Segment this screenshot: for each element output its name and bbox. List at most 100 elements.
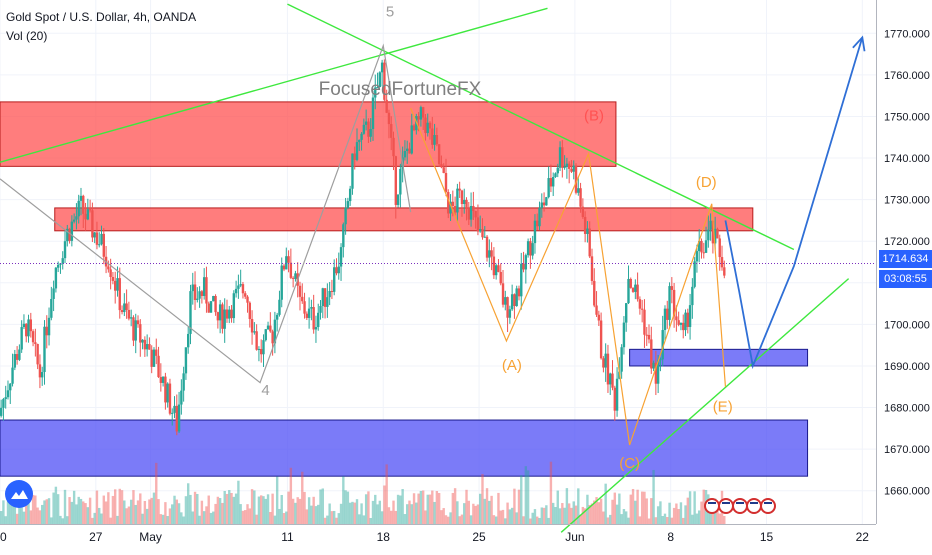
volume-bar bbox=[522, 516, 525, 524]
volume-bar bbox=[63, 489, 67, 524]
candle-body bbox=[200, 291, 204, 296]
candle-body bbox=[609, 373, 612, 385]
volume-bar bbox=[447, 516, 450, 524]
candle-body bbox=[700, 240, 703, 253]
candle-body bbox=[111, 277, 115, 281]
candle-body bbox=[34, 342, 37, 345]
candle-body bbox=[380, 62, 384, 73]
candle-body bbox=[688, 305, 692, 327]
upper-supply-zone bbox=[0, 101, 617, 167]
volume-bar bbox=[248, 508, 251, 524]
candle-body bbox=[118, 278, 121, 311]
volume-bar bbox=[364, 494, 368, 524]
candle-body bbox=[228, 309, 231, 319]
candle-body bbox=[440, 164, 443, 168]
volume-bar bbox=[291, 498, 295, 524]
volume-bar bbox=[237, 480, 240, 524]
candle-body bbox=[682, 322, 685, 331]
candle-body bbox=[711, 220, 715, 244]
volume-bar bbox=[29, 510, 32, 524]
candle-body bbox=[70, 221, 74, 241]
us-flag-event-icon bbox=[718, 498, 734, 514]
volume-bar bbox=[412, 493, 416, 524]
volume-bar bbox=[264, 498, 267, 524]
us-flag-event-icon bbox=[746, 498, 762, 514]
y-tick-label: 1730.000 bbox=[884, 195, 930, 207]
tradingview-logo-icon[interactable] bbox=[5, 480, 33, 508]
volume-bar bbox=[369, 517, 372, 524]
volume-bar bbox=[682, 517, 685, 524]
volume-bar bbox=[688, 491, 692, 524]
candle-body bbox=[406, 148, 409, 151]
volume-bar bbox=[529, 518, 532, 524]
volume-bar bbox=[95, 490, 99, 524]
candle-body bbox=[615, 378, 619, 411]
volume-bar bbox=[581, 506, 585, 524]
candle-body bbox=[654, 362, 658, 384]
candle-body bbox=[456, 188, 459, 213]
candle-body bbox=[485, 236, 489, 258]
candle-body bbox=[371, 97, 375, 130]
candle-body bbox=[399, 168, 402, 195]
volume-bar bbox=[88, 497, 92, 524]
volume-bar bbox=[643, 491, 646, 524]
volume-bar bbox=[344, 490, 347, 524]
candle-body bbox=[262, 340, 265, 355]
candle-body bbox=[419, 107, 423, 120]
volume-bar bbox=[390, 510, 393, 524]
candle-body bbox=[567, 163, 571, 169]
candle-body bbox=[672, 289, 676, 317]
candle-body bbox=[285, 256, 288, 270]
candle-body bbox=[95, 232, 99, 245]
candle-body bbox=[307, 308, 311, 318]
candle-body bbox=[483, 236, 486, 238]
candle-body bbox=[590, 256, 594, 281]
candle-body bbox=[287, 256, 290, 263]
volume-bar bbox=[296, 497, 299, 524]
volume-bar bbox=[602, 511, 605, 524]
candle-body bbox=[595, 305, 598, 315]
candle-body bbox=[656, 359, 660, 384]
volume-bar bbox=[232, 496, 236, 524]
candle-body bbox=[463, 199, 466, 205]
candle-body bbox=[538, 207, 541, 227]
volume-bar bbox=[677, 509, 680, 524]
volume-bar bbox=[467, 500, 470, 524]
y-tick-label: 1680.000 bbox=[884, 403, 930, 415]
volume-bar bbox=[401, 489, 404, 524]
candle-body bbox=[510, 294, 514, 310]
symbol-label[interactable]: Gold Spot / U.S. Dollar, 4h, OANDA bbox=[6, 10, 197, 24]
candle-body bbox=[524, 255, 528, 270]
volume-bar bbox=[561, 503, 564, 524]
candle-body bbox=[164, 376, 167, 403]
volume-bar bbox=[595, 497, 598, 524]
candle-body bbox=[716, 228, 719, 239]
candle-body bbox=[720, 257, 724, 268]
candle-body bbox=[549, 178, 553, 187]
volume-bar bbox=[577, 488, 580, 524]
candle-body bbox=[344, 207, 347, 225]
candle-body bbox=[606, 353, 610, 385]
volume-indicator-label[interactable]: Vol (20) bbox=[6, 29, 48, 43]
volume-bar bbox=[374, 494, 377, 524]
volume-bar bbox=[638, 516, 642, 524]
candle-body bbox=[556, 167, 559, 174]
volume-bar bbox=[588, 504, 591, 524]
candle-body bbox=[132, 317, 135, 341]
volume-bar bbox=[205, 506, 208, 524]
volume-bar bbox=[650, 498, 653, 524]
candle-body bbox=[545, 197, 548, 206]
volume-bar bbox=[360, 503, 363, 524]
wave-label: 4 bbox=[261, 382, 269, 399]
candle-body bbox=[282, 265, 286, 270]
candle-body bbox=[362, 124, 366, 134]
candle-body bbox=[305, 313, 309, 318]
wave-label: 5 bbox=[386, 4, 394, 21]
candle-body bbox=[526, 241, 530, 256]
candle-body bbox=[469, 205, 473, 220]
candle-body bbox=[250, 318, 254, 333]
candle-body bbox=[312, 307, 315, 330]
volume-bar bbox=[387, 507, 391, 524]
